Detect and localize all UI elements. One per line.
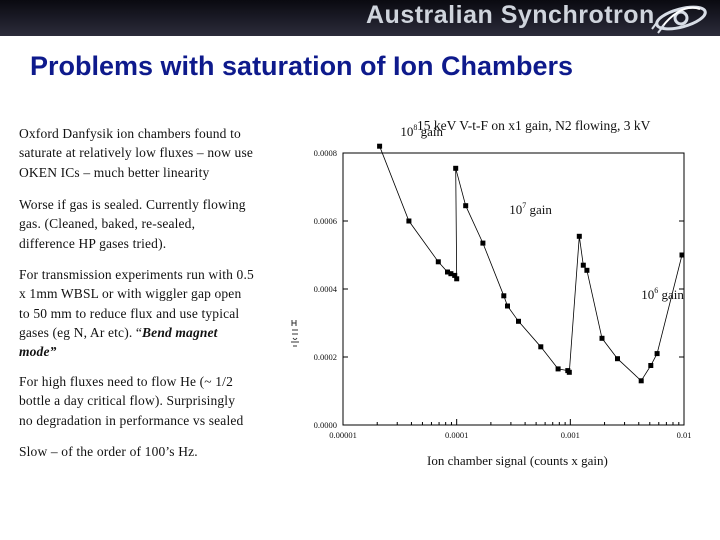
x-tick-label: 0.0001 <box>445 430 468 440</box>
data-point <box>654 351 660 357</box>
data-point <box>452 272 458 278</box>
data-point <box>445 269 450 275</box>
data-point <box>406 218 412 224</box>
data-point <box>648 363 654 368</box>
y-tick-label: 0.0002 <box>314 352 337 362</box>
text-line: x 1mm WBSL or with wiggler gap open <box>19 286 242 302</box>
text-line: difference HP gases tried). <box>19 235 167 251</box>
data-points <box>377 143 685 384</box>
data-point <box>463 203 469 209</box>
data-point <box>480 240 486 246</box>
x-axis-label: Ion chamber signal (counts x gain) <box>427 453 608 468</box>
y-tick-label: 0.0000 <box>314 420 337 430</box>
text-line: For high fluxes need to flow He (~ 1/2 <box>19 374 233 389</box>
data-point <box>615 356 620 362</box>
gain-annotations: 108 gain 107 gain 106 gain <box>400 123 684 302</box>
data-point <box>679 252 685 258</box>
text-line: For transmission experiments run with 0.… <box>19 267 254 282</box>
y-tick-label: 0.0006 <box>314 216 337 226</box>
emphasis-text: Bend magnet <box>142 324 218 340</box>
data-point <box>377 143 383 149</box>
text-line: Oxford Danfysik ion chambers found to <box>19 126 241 141</box>
y-tick-label: 0.0004 <box>314 284 338 294</box>
gain-annotation: 106 gain <box>641 286 684 302</box>
y-tick-label: 0.0008 <box>314 148 337 158</box>
data-point <box>599 335 605 341</box>
data-point <box>566 369 572 375</box>
data-point <box>453 165 459 171</box>
text-line: bottle a day critical flow). Surprisingl… <box>19 393 236 409</box>
plot-frame <box>342 152 685 426</box>
brand-name: Australian Synchrotron <box>366 1 655 29</box>
data-point <box>435 259 441 265</box>
data-point <box>576 233 582 239</box>
data-point <box>580 262 586 268</box>
data-point <box>555 366 561 372</box>
data-point <box>448 271 454 277</box>
text-fragment: gases (eg N, Ar etc). “ <box>19 324 143 340</box>
series-line <box>379 146 683 382</box>
emphasis-text: mode” <box>19 344 57 360</box>
data-point <box>501 293 507 299</box>
paragraph-ion-chambers: Oxford Danfysik ion chambers found to sa… <box>19 124 299 182</box>
text-line: to 50 mm to reduce flux and use typical <box>19 305 240 321</box>
gain-annotation: 108 gain <box>400 123 443 139</box>
text-line: saturate at relatively low fluxes – now … <box>19 145 254 161</box>
data-point <box>516 318 521 324</box>
text-line: Slow – of the order of 100’s Hz. <box>19 444 198 459</box>
data-point <box>454 276 460 282</box>
text-line: no degradation in performance vs sealed <box>19 412 244 428</box>
x-tick-label: 0.001 <box>561 430 580 440</box>
x-tick-label: 0.00001 <box>329 430 357 440</box>
paragraph-transmission: For transmission experiments run with 0.… <box>19 265 299 361</box>
x-tick-label: 0.01 <box>677 430 692 440</box>
chart-title: 15 keV V-t-F on x1 gain, N2 flowing, 3 k… <box>417 118 651 133</box>
header-banner: Australian Synchrotron <box>0 0 720 36</box>
data-point <box>638 378 644 384</box>
data-point <box>505 303 510 309</box>
paragraph-sealed-gas: Worse if gas is sealed. Currently flowin… <box>19 195 299 253</box>
text-line: gases (eg N, Ar etc). “Bend magnet <box>19 323 299 342</box>
text-line: Worse if gas is sealed. Currently flowin… <box>19 197 246 212</box>
paragraph-high-flux: For high fluxes need to flow He (~ 1/2 b… <box>19 372 299 430</box>
y-axis: 0.0000 0.0002 0.0004 0.0006 0.0008 <box>314 148 684 430</box>
slide-title: Problems with saturation of Ion Chambers <box>30 51 574 81</box>
paragraph-speed: Slow – of the order of 100’s Hz. <box>19 442 299 461</box>
synchrotron-logo-icon <box>651 5 707 34</box>
x-axis: 0.00001 0.0001 0.001 0.01 <box>329 419 691 440</box>
saturation-chart: 15 keV V-t-F on x1 gain, N2 flowing, 3 k… <box>291 118 691 468</box>
data-point <box>584 267 590 273</box>
data-point <box>538 344 544 350</box>
y-axis-label-glyphs <box>291 320 299 347</box>
text-line: gas. (Cleaned, baked, re-sealed, <box>19 216 196 232</box>
text-line: OKEN ICs – much better linearity <box>19 164 210 180</box>
gain-annotation: 107 gain <box>509 201 552 217</box>
